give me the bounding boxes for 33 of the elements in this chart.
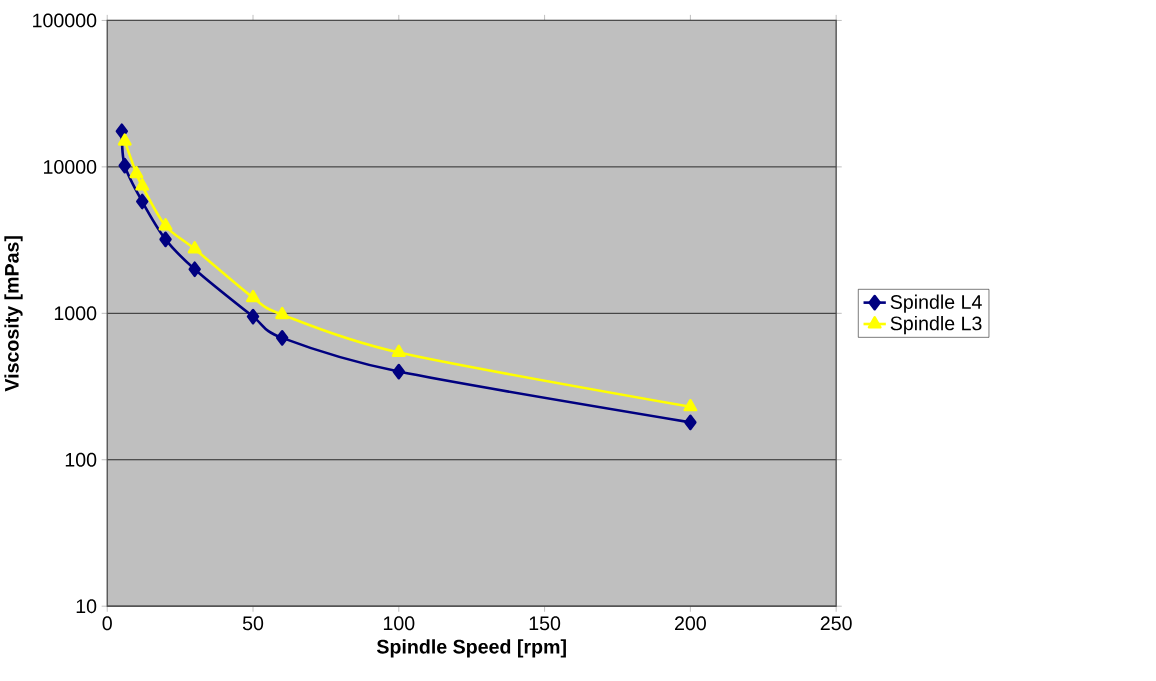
point (117, 133, 132, 146)
y-tick-label: 10000 (44, 160, 97, 175)
point (391, 344, 406, 358)
point (187, 241, 202, 254)
point (158, 218, 173, 231)
y-tick-label: 1000 (54, 306, 97, 321)
y-tick-label: 100 (65, 453, 97, 467)
point (159, 231, 172, 248)
y-tick-label: 100000 (33, 13, 97, 28)
point (275, 330, 289, 346)
point (188, 261, 201, 278)
point (684, 414, 697, 431)
x-tick-label: 50 (242, 616, 264, 631)
x-tick-label: 0 (102, 616, 112, 631)
point (135, 178, 150, 191)
x-axis-title: Spindle Speed [rpm] (376, 639, 566, 658)
point (118, 157, 131, 174)
point (392, 363, 406, 380)
x-tick-label: 100 (383, 616, 415, 631)
x-tick-label: 200 (675, 616, 706, 631)
point (683, 399, 698, 412)
point (129, 165, 144, 179)
y-axis-title: Viscosity [mPas] (4, 236, 23, 392)
point (246, 308, 260, 325)
y-tick-label: 10 (76, 599, 97, 614)
point (136, 193, 149, 210)
point (115, 123, 129, 140)
point (275, 306, 290, 320)
legend-label: Spindle L4 (890, 294, 982, 313)
legend-label: Spindle L3 (890, 316, 982, 335)
point (246, 289, 260, 303)
x-tick-label: 250 (820, 616, 852, 631)
x-tick-label: 150 (529, 616, 561, 631)
